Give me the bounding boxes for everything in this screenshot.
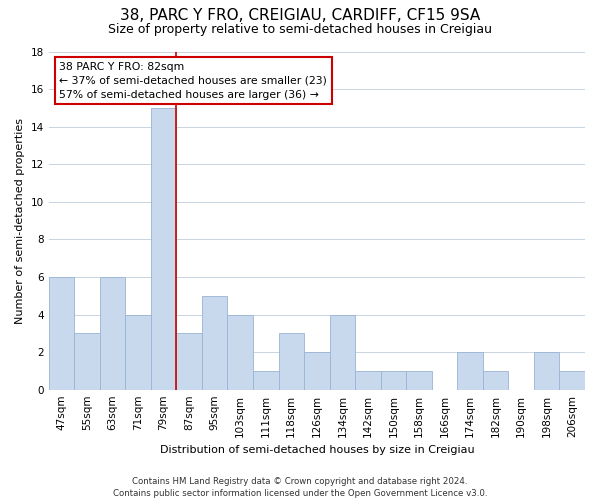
X-axis label: Distribution of semi-detached houses by size in Creigiau: Distribution of semi-detached houses by … [160, 445, 474, 455]
Bar [304, 352, 329, 390]
Bar [74, 334, 100, 390]
Bar [176, 334, 202, 390]
Bar [355, 371, 380, 390]
Bar [559, 371, 585, 390]
Bar [202, 296, 227, 390]
Text: Contains HM Land Registry data © Crown copyright and database right 2024.
Contai: Contains HM Land Registry data © Crown c… [113, 476, 487, 498]
Bar [483, 371, 508, 390]
Bar [227, 314, 253, 390]
Bar [278, 334, 304, 390]
Text: 38 PARC Y FRO: 82sqm
← 37% of semi-detached houses are smaller (23)
57% of semi-: 38 PARC Y FRO: 82sqm ← 37% of semi-detac… [59, 62, 327, 100]
Bar [380, 371, 406, 390]
Bar [125, 314, 151, 390]
Bar [253, 371, 278, 390]
Bar [49, 277, 74, 390]
Bar [534, 352, 559, 390]
Bar [406, 371, 432, 390]
Bar [151, 108, 176, 390]
Bar [329, 314, 355, 390]
Bar [100, 277, 125, 390]
Bar [457, 352, 483, 390]
Text: 38, PARC Y FRO, CREIGIAU, CARDIFF, CF15 9SA: 38, PARC Y FRO, CREIGIAU, CARDIFF, CF15 … [120, 8, 480, 22]
Y-axis label: Number of semi-detached properties: Number of semi-detached properties [15, 118, 25, 324]
Text: Size of property relative to semi-detached houses in Creigiau: Size of property relative to semi-detach… [108, 22, 492, 36]
